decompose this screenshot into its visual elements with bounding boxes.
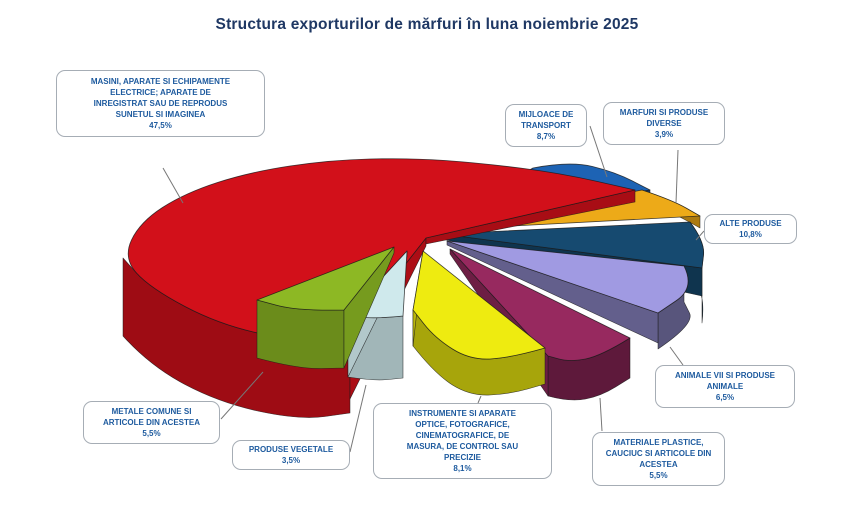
callout-label: MASINI, APARATE SI ECHIPAMENTE ELECTRICE… bbox=[90, 77, 231, 120]
pie-slice-0[interactable] bbox=[127, 158, 636, 339]
callout-connector-6 bbox=[477, 395, 482, 404]
callout-connector-3 bbox=[695, 230, 705, 241]
callout-label: MARFURI SI PRODUSE DIVERSE bbox=[619, 108, 709, 129]
callout-label: ANIMALE VII SI PRODUSE ANIMALE bbox=[674, 371, 775, 392]
pie-slice-4[interactable] bbox=[446, 240, 689, 314]
callout-masini: MASINI, APARATE SI ECHIPAMENTE ELECTRICE… bbox=[56, 70, 265, 138]
callout-connector-7 bbox=[349, 384, 367, 453]
chart-title: Structura exporturilor de mărfuri în lun… bbox=[215, 16, 639, 33]
callout-value: 3,5% bbox=[281, 456, 301, 466]
callout-label: INSTRUMENTE SI APARATE OPTICE, FOTOGRAFI… bbox=[406, 409, 519, 463]
callout-label: PRODUSE VEGETALE bbox=[248, 445, 334, 454]
callout-value: 8,1% bbox=[453, 464, 472, 474]
callout-connector-4 bbox=[669, 346, 684, 366]
callout-value: 47,5% bbox=[149, 121, 172, 131]
callout-value: 3,9% bbox=[654, 130, 674, 140]
callout-value: 8,7% bbox=[536, 132, 556, 142]
callout-metale-comune: METALE COMUNE SI ARTICOLE DIN ACESTEA 5,… bbox=[83, 401, 220, 445]
callout-value: 10,8% bbox=[739, 230, 762, 240]
callout-mijloace-de-transport: MIJLOACE DE TRANSPORT 8,7% bbox=[505, 104, 587, 148]
callout-value: 6,5% bbox=[715, 393, 735, 403]
pie-slice-5[interactable] bbox=[449, 248, 631, 361]
callout-materiale-plastice: MATERIALE PLASTICE, CAUCIUC SI ARTICOLE … bbox=[592, 432, 725, 487]
callout-produse-vegetale: PRODUSE VEGETALE 3,5% bbox=[232, 440, 350, 471]
callout-alte-produse: ALTE PRODUSE 10,8% bbox=[704, 214, 797, 245]
callout-label: ALTE PRODUSE bbox=[719, 219, 782, 228]
callout-label: METALE COMUNE SI ARTICOLE DIN ACESTEA bbox=[102, 407, 201, 428]
callout-connector-0 bbox=[162, 167, 184, 204]
pie-slice-6[interactable] bbox=[412, 250, 546, 360]
callout-label: MATERIALE PLASTICE, CAUCIUC SI ARTICOLE … bbox=[605, 438, 712, 470]
callout-label: MIJLOACE DE TRANSPORT bbox=[518, 110, 574, 131]
callout-value: 5,5% bbox=[649, 471, 668, 481]
pie-slice-8[interactable] bbox=[256, 246, 395, 311]
callout-marfuri-diverse: MARFURI SI PRODUSE DIVERSE 3,9% bbox=[603, 102, 725, 146]
callout-connector-2 bbox=[675, 149, 679, 204]
callout-value: 5,5% bbox=[142, 429, 161, 439]
callout-animale-vii: ANIMALE VII SI PRODUSE ANIMALE 6,5% bbox=[655, 365, 795, 409]
pie-slice-3[interactable] bbox=[441, 221, 705, 269]
callout-instrumente-optice: INSTRUMENTE SI APARATE OPTICE, FOTOGRAFI… bbox=[373, 403, 552, 480]
callout-connector-8 bbox=[220, 371, 264, 420]
callout-connector-1 bbox=[589, 125, 608, 178]
callout-connector-5 bbox=[599, 397, 603, 432]
